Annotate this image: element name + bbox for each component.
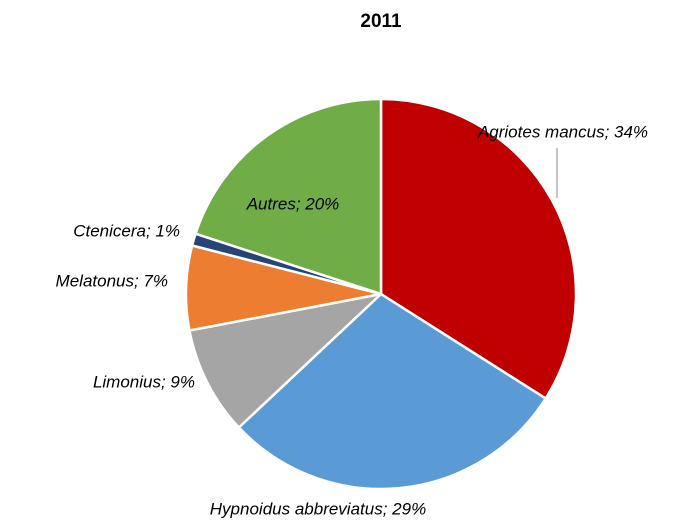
data-label: Limonius; 9% <box>93 372 195 391</box>
pie <box>184 97 578 491</box>
pie-slice <box>194 97 383 296</box>
pie-slice <box>237 292 547 491</box>
pie-slice <box>188 292 383 429</box>
chart-title: 2011 <box>360 11 402 32</box>
data-label: Autres; 20% <box>246 194 340 213</box>
data-label: Hypnoidus abbreviatus; 29% <box>210 499 426 518</box>
data-label: Ctenicera; 1% <box>73 221 180 240</box>
data-label: Melatonus; 7% <box>56 271 168 290</box>
labels: Agriotes mancus; 34% Hypnoidus abbreviatu… <box>56 122 649 518</box>
data-label: Agriotes mancus; 34% <box>477 122 648 141</box>
